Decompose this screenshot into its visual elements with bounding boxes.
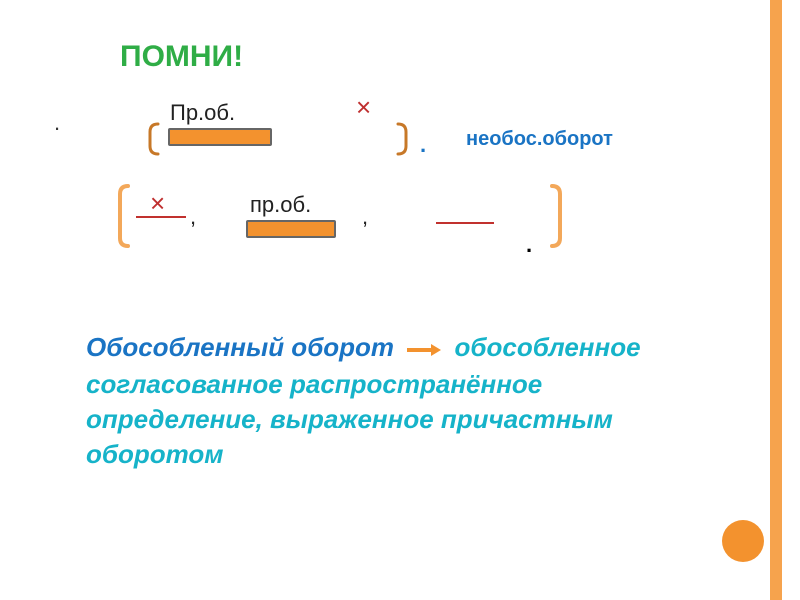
slide: ПОМНИ! . Пр.об. × . необос.оборот × , пр… bbox=[0, 0, 800, 600]
slide-title: ПОМНИ! bbox=[120, 40, 740, 74]
d1-period: . bbox=[420, 132, 426, 158]
d1-bracket-icon bbox=[148, 122, 408, 156]
diagram-area: Пр.об. × . необос.оборот × , пр.об. , . bbox=[90, 92, 740, 312]
accent-dot-icon bbox=[722, 520, 764, 562]
def-part-1: Обособленный оборот bbox=[86, 332, 394, 362]
accent-vertical-bar bbox=[770, 0, 782, 600]
d1-x-icon: × bbox=[356, 92, 371, 123]
d1-right-label: необос.оборот bbox=[466, 128, 613, 151]
definition-text: Обособленный оборот обособленное согласо… bbox=[86, 330, 726, 472]
def-part-3: согласованное распространённое определен… bbox=[86, 367, 726, 472]
d2-bracket-icon bbox=[118, 184, 562, 248]
arrow-icon bbox=[405, 332, 443, 367]
bullet-dot: . bbox=[54, 110, 60, 136]
def-part-2: обособленное bbox=[455, 332, 641, 362]
